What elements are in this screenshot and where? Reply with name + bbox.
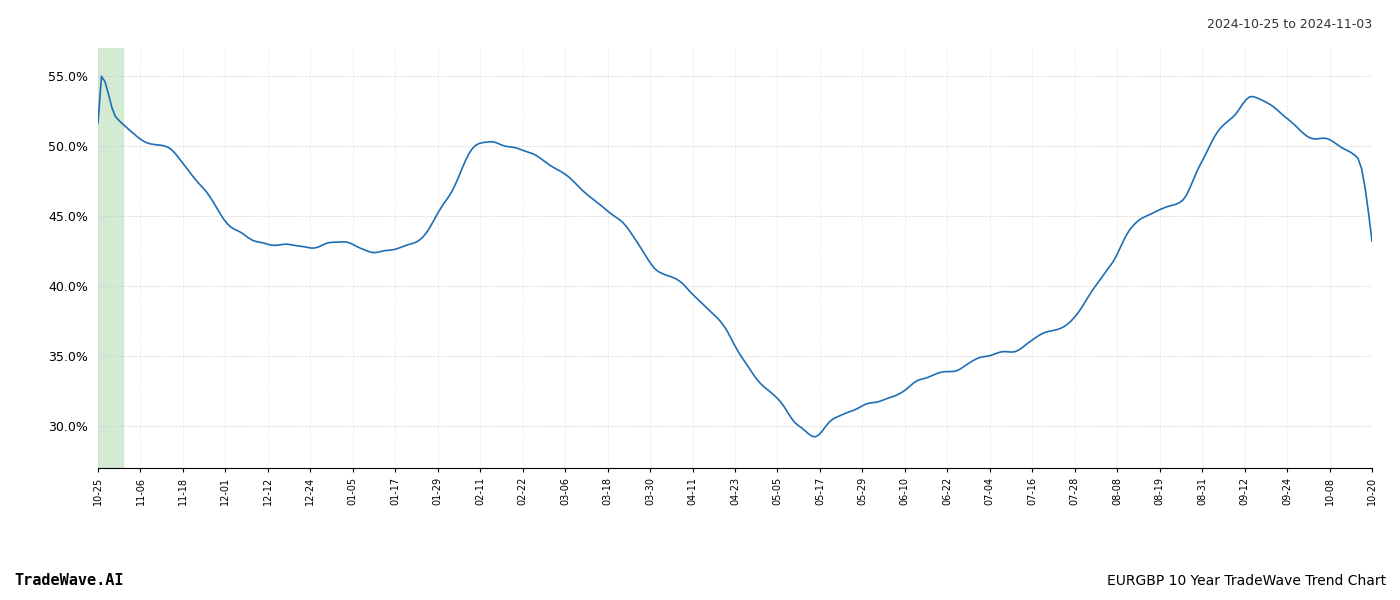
Text: TradeWave.AI: TradeWave.AI (14, 573, 123, 588)
Text: 2024-10-25 to 2024-11-03: 2024-10-25 to 2024-11-03 (1207, 18, 1372, 31)
Bar (98, 48, 123, 468)
Text: EURGBP 10 Year TradeWave Trend Chart: EURGBP 10 Year TradeWave Trend Chart (1107, 574, 1386, 588)
